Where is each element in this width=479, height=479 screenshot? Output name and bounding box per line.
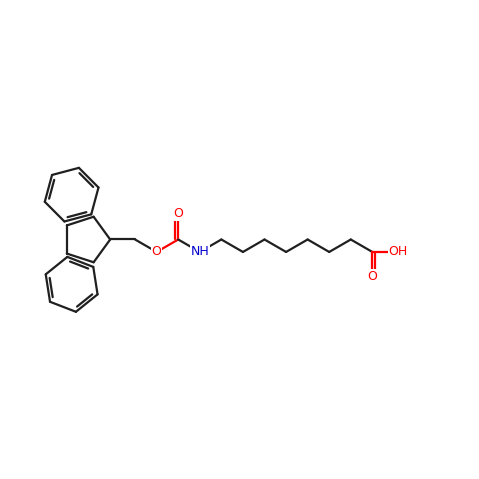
Text: NH: NH (191, 245, 209, 259)
Text: OH: OH (388, 245, 408, 259)
Text: O: O (367, 270, 377, 283)
Text: O: O (152, 245, 161, 259)
Text: O: O (173, 207, 183, 220)
